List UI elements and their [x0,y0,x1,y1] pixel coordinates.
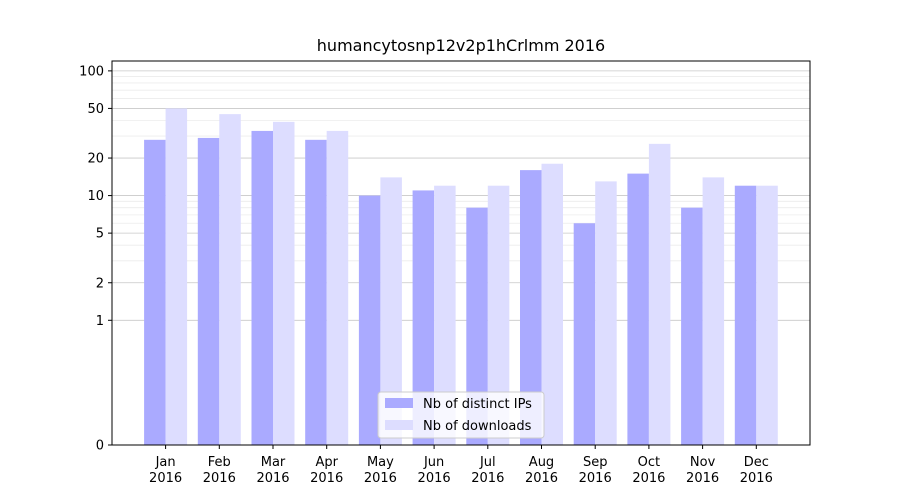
x-tick-label-month: Feb [208,455,231,470]
x-tick-label-month: Aug [529,455,554,470]
x-tick-label-month: Mar [261,455,286,470]
legend: Nb of distinct IPs Nb of downloads [377,391,545,439]
x-tick-label-month: Dec [744,455,769,470]
legend-label-downloads: Nb of downloads [423,419,532,434]
bar-ips [466,207,488,445]
bar-downloads [165,108,188,446]
x-tick-label-month: Oct [638,455,660,470]
bar-downloads [541,163,563,445]
bar-downloads [434,185,456,445]
bar-downloads [702,177,725,445]
y-tick-label: 50 [87,102,104,117]
x-tick-label-year: 2016 [310,471,343,486]
legend-box [377,391,545,439]
legend-swatch-ips [385,398,413,408]
bar-ips [197,137,220,446]
x-tick-label-month: Sep [583,455,608,470]
x-tick-label-year: 2016 [203,471,236,486]
x-tick-label-year: 2016 [256,471,289,486]
x-tick-label-year: 2016 [471,471,504,486]
y-tick-label: 100 [79,64,104,79]
y-tick-label: 10 [87,189,104,204]
bars [144,108,778,446]
bar-ips [573,223,596,445]
bar-downloads [380,177,402,445]
bar-ips [734,185,757,445]
y-tick-label: 1 [96,314,104,329]
y-tick-label: 5 [96,227,104,242]
x-tick-label-year: 2016 [579,471,612,486]
x-tick-label-year: 2016 [149,471,182,486]
y-axis: 0 1 2 5 10 20 50 100 [79,64,112,454]
x-tick-label-month: Jun [423,455,444,470]
bar-ips [520,170,542,445]
x-tick-label-year: 2016 [740,471,773,486]
bar-downloads [219,114,241,445]
bar-downloads [326,130,349,445]
legend-swatch-downloads [385,420,413,430]
y-tick-label: 0 [96,439,104,454]
x-tick-label-year: 2016 [418,471,451,486]
bar-downloads [273,121,295,445]
x-tick-label-month: Apr [315,455,338,470]
bar-ips [144,139,166,445]
x-tick-label-year: 2016 [525,471,558,486]
bar-ips [358,195,381,445]
y-tick-label: 20 [87,152,104,167]
bar-downloads [595,181,617,445]
bar-ips [627,173,649,445]
x-tick-label-month: Nov [690,455,716,470]
bar-ips [305,139,327,445]
legend-label-ips: Nb of distinct IPs [423,397,532,412]
x-tick-label-month: May [367,455,394,470]
bar-downloads [487,185,510,445]
bar-downloads [648,143,671,446]
chart-title: humancytosnp12v2p1hCrlmm 2016 [317,36,605,55]
x-tick-label-year: 2016 [686,471,719,486]
plot-frame [111,60,811,446]
bar-downloads [756,185,778,445]
x-tick-label-month: Jul [479,455,496,470]
bar-ips [681,207,703,445]
x-axis: Jan2016Feb2016Mar2016Apr2016May2016Jun20… [149,445,773,486]
y-tick-label: 2 [96,276,104,291]
x-tick-label-year: 2016 [364,471,397,486]
x-tick-label-year: 2016 [632,471,665,486]
bar-ips [412,190,435,445]
x-tick-label-month: Jan [155,455,176,470]
bar-ips [251,130,273,445]
